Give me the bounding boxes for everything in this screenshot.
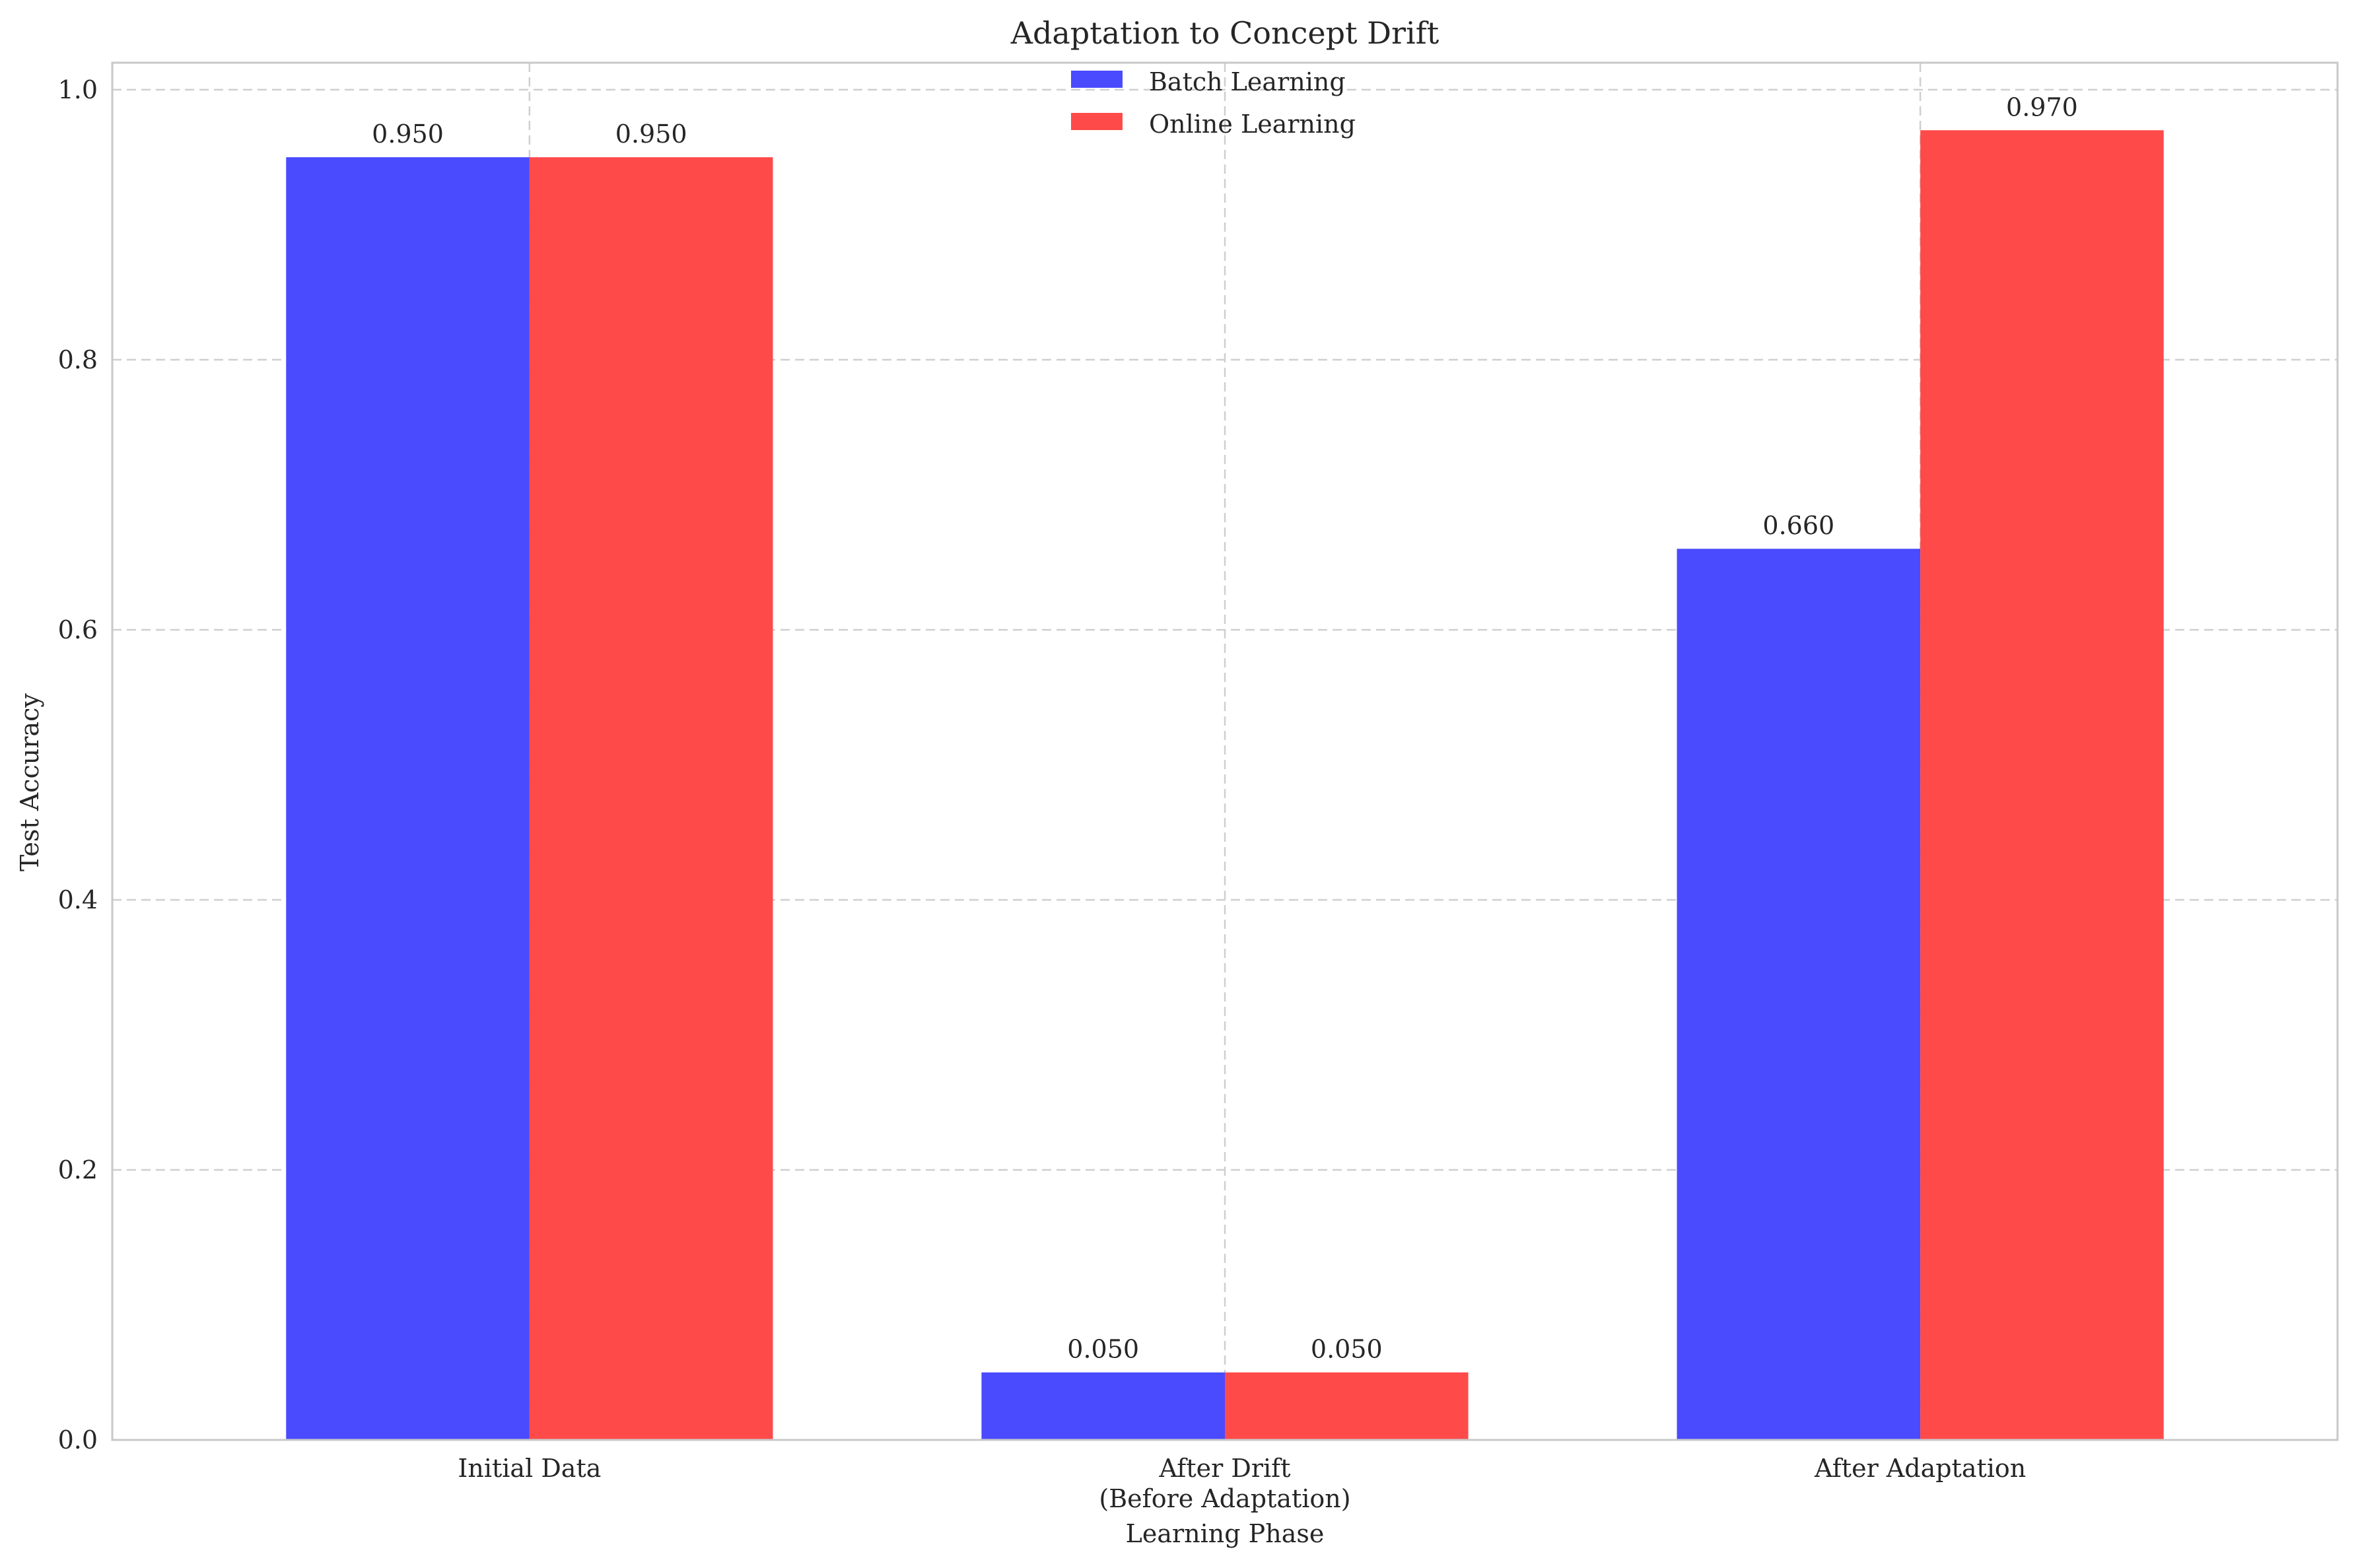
legend-swatch [1071, 113, 1123, 130]
legend-swatch [1071, 71, 1123, 88]
chart-title: Adaptation to Concept Drift [1010, 15, 1439, 51]
y-tick-label: 0.2 [58, 1155, 98, 1184]
legend-label: Online Learning [1149, 110, 1356, 139]
bar [529, 157, 773, 1440]
y-tick-label: 1.0 [58, 75, 98, 104]
bar-value-label: 0.050 [1311, 1335, 1383, 1364]
x-tick-label: After Adaptation [1814, 1454, 2026, 1483]
bar-value-label: 0.050 [1067, 1335, 1139, 1364]
bar [1677, 549, 1921, 1440]
plot-frame [111, 61, 2339, 1441]
y-tick-label: 0.8 [58, 345, 98, 374]
y-axis-ticks: 0.0 0.2 0.4 0.6 0.8 1.0 [58, 75, 98, 1454]
legend-label: Batch Learning [1149, 67, 1346, 96]
bar [981, 1372, 1225, 1440]
bar-value-label: 0.950 [615, 119, 687, 149]
y-tick-label: 0.6 [58, 615, 98, 644]
bar [286, 157, 530, 1440]
y-tick-label: 0.4 [58, 885, 98, 914]
y-tick-label: 0.0 [58, 1425, 98, 1454]
x-axis-ticks: Initial Data After Drift (Before Adaptatio… [458, 1454, 2026, 1513]
bar-value-label: 0.970 [2006, 92, 2078, 121]
x-axis-label: Learning Phase [1126, 1519, 1325, 1548]
bar-value-label: 0.950 [372, 119, 444, 149]
legend: Batch Learning Online Learning [1071, 67, 1356, 139]
y-axis-label: Test Accuracy [15, 693, 44, 871]
data-labels: 0.950 0.050 0.660 0.950 0.050 0.970 [372, 92, 2078, 1363]
bar [1920, 130, 2164, 1441]
bar [1225, 1372, 1469, 1440]
bar-value-label: 0.660 [1762, 511, 1834, 540]
x-tick-label: Initial Data [458, 1454, 601, 1483]
x-tick-label: After Drift (Before Adaptation) [1099, 1454, 1350, 1513]
bars [286, 130, 2164, 1441]
